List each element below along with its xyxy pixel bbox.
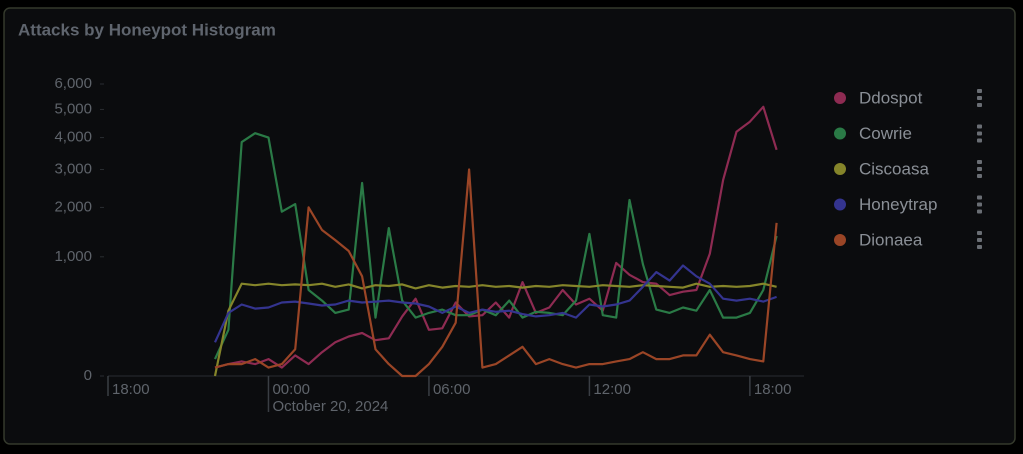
legend-menu-dot (977, 124, 982, 129)
legend-label: Honeytrap (859, 195, 937, 214)
legend-menu-dot (977, 138, 982, 143)
y-tick-label: 5,000 (54, 100, 92, 117)
series-line (214, 105, 778, 369)
legend-menu-dot (977, 160, 982, 164)
legend-menu-dot (977, 89, 982, 93)
series-line (213, 264, 777, 343)
legend-menu-dot (977, 131, 982, 136)
legend-label: Ddospot (859, 88, 923, 107)
panel (3, 7, 1016, 445)
y-tick-label: 3,000 (54, 160, 92, 177)
x-tick-label: 12:00 (593, 381, 631, 398)
legend-menu-dot (977, 96, 982, 100)
legend-menu-dot (977, 174, 982, 178)
chart-title: Attacks by Honeypot Histogram (18, 20, 276, 39)
y-tick-label: 0 (84, 367, 92, 384)
series-line (213, 282, 777, 377)
legend-swatch (834, 92, 846, 104)
y-tick-label: 4,000 (54, 129, 92, 146)
series-line (213, 132, 778, 360)
legend-swatch (834, 234, 846, 246)
legend-menu-dot (977, 245, 982, 249)
legend-menu-dot (977, 103, 982, 107)
x-tick-label: 18:00 (754, 381, 792, 398)
y-tick-label: 1,000 (54, 248, 92, 265)
legend-menu-dot (977, 202, 982, 207)
legend-swatch (834, 127, 846, 140)
legend-menu-dot (977, 209, 982, 214)
legend-menu-dot (977, 195, 982, 200)
x-tick-label: 18:00 (112, 381, 150, 398)
x-tick-label: 06:00 (433, 381, 471, 398)
legend-menu-dot (977, 231, 982, 235)
y-tick-label: 6,000 (54, 75, 92, 92)
legend-label: Dionaea (859, 230, 923, 249)
legend-label: Cowrie (859, 124, 912, 143)
legend-label: Ciscoasa (859, 159, 929, 178)
x-tick-sublabel: October 20, 2024 (272, 398, 388, 415)
legend-menu-dot (977, 167, 982, 171)
y-tick-label: 2,000 (54, 198, 92, 215)
legend-menu-dot (977, 238, 982, 242)
x-tick-label: 00:00 (272, 381, 310, 398)
series-line (214, 168, 778, 378)
legend-swatch (834, 198, 846, 211)
legend-swatch (834, 163, 846, 175)
